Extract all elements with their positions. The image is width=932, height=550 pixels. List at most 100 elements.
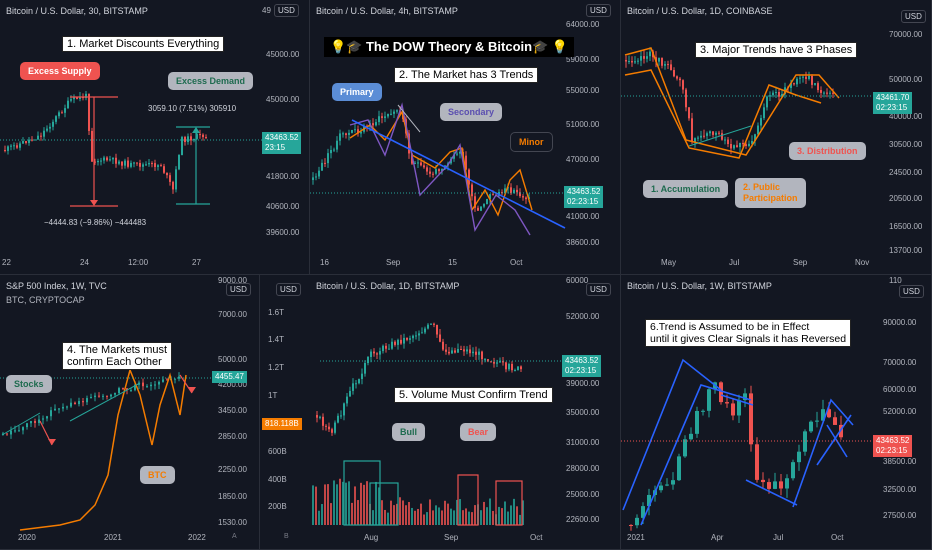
chart-6-canvas[interactable] <box>621 275 932 550</box>
currency-badge[interactable]: USD <box>226 283 251 296</box>
candle-body <box>199 134 201 136</box>
candle-body <box>493 361 495 364</box>
candle-body <box>124 160 126 166</box>
currency-badge-left[interactable]: USD <box>276 283 301 296</box>
candle-body <box>148 163 150 165</box>
panel-1[interactable]: Bitcoin / U.S. Dollar, 30, BITSTAMP USD … <box>0 0 310 275</box>
candle-body <box>7 146 9 151</box>
candle-body <box>513 189 515 194</box>
y-tick: 4200.00 <box>218 380 247 389</box>
candle-body <box>82 401 84 403</box>
candle-body <box>733 145 735 149</box>
y-tick: 50000.00 <box>889 75 923 84</box>
price-label: 43463.52 23:15 <box>262 132 302 154</box>
x-tick: May <box>661 258 677 267</box>
candle-body <box>10 430 12 435</box>
candle-body <box>103 157 105 161</box>
candle-body <box>796 78 798 85</box>
y-tick: 20500.00 <box>889 194 923 203</box>
currency-badge[interactable]: USD <box>899 285 924 298</box>
candle-body <box>737 400 741 416</box>
chart-3-canvas[interactable] <box>621 0 932 275</box>
panel-4[interactable]: S&P 500 Index, 1W, TVC BTC, CRYPTOCAP US… <box>0 275 260 550</box>
candle-body <box>22 427 24 431</box>
currency-badge[interactable]: USD <box>586 4 611 17</box>
y-tick: 52000.00 <box>883 407 917 416</box>
volume-bar <box>420 503 422 525</box>
bear-box <box>457 474 479 526</box>
measure-up-note: 3059.10 (7.51%) 305910 <box>148 104 237 113</box>
y-tick: 7000.00 <box>218 310 247 319</box>
candle-body <box>670 64 672 71</box>
candle-body <box>70 99 72 101</box>
y-tick: 39000.00 <box>566 379 600 388</box>
candle-body <box>397 339 399 345</box>
candle-body <box>730 143 732 149</box>
candle-body <box>19 143 21 148</box>
panel-title: S&P 500 Index, 1W, TVC <box>6 281 107 291</box>
y-tick: 64000.00 <box>566 20 600 29</box>
chart-2-canvas[interactable] <box>310 0 621 275</box>
candle-body <box>832 92 834 94</box>
candle-body <box>649 51 651 57</box>
candle-body <box>357 129 359 134</box>
x-tick: Sep <box>444 533 459 542</box>
candle-body <box>322 416 324 426</box>
volume-bar <box>345 482 347 525</box>
currency-badge[interactable]: USD <box>901 10 926 23</box>
volume-bar <box>513 498 515 525</box>
candle-body <box>510 187 512 194</box>
candle-body <box>118 161 120 164</box>
volume-bar <box>450 508 452 525</box>
volume-bar <box>498 506 500 525</box>
currency-badge[interactable]: USD <box>274 4 299 17</box>
panel-3[interactable]: Bitcoin / U.S. Dollar, 1D, COINBASE USD … <box>621 0 932 275</box>
candle-body <box>496 362 498 364</box>
candle-body <box>424 328 426 333</box>
candle-body <box>478 351 480 355</box>
candle-body <box>30 421 32 424</box>
candle-body <box>97 160 99 163</box>
candle-body <box>321 162 323 171</box>
x-tick: 16 <box>320 258 329 267</box>
heading-box: 1. Market Discounts Everything <box>62 36 225 52</box>
candle-body <box>791 462 795 479</box>
candle-body <box>790 83 792 88</box>
y-tick: 45000.00 <box>266 95 300 104</box>
candle-body <box>743 393 747 401</box>
x-tick: 22 <box>2 258 11 267</box>
chart-1-canvas[interactable] <box>0 0 310 275</box>
candle-body <box>418 333 420 336</box>
candle-body <box>664 64 666 66</box>
candle-body <box>826 92 828 94</box>
chart-4-canvas[interactable] <box>0 275 260 550</box>
x-tick: 2021 <box>627 533 645 542</box>
candle-body <box>376 353 378 355</box>
candle-body <box>414 162 416 164</box>
chart-5-canvas[interactable] <box>260 275 621 550</box>
candle-body <box>797 451 801 463</box>
candle-body <box>196 134 198 139</box>
volume-bar <box>465 508 467 525</box>
volume-bar <box>504 501 506 525</box>
candle-body <box>94 395 96 398</box>
y-tick: 47000.00 <box>566 155 600 164</box>
candle-body <box>477 207 479 211</box>
volume-bar <box>492 510 494 525</box>
candle-body <box>508 363 510 370</box>
candle-body <box>463 349 465 352</box>
candle-body <box>88 93 90 131</box>
panel-6[interactable]: Bitcoin / U.S. Dollar, 1W, BITSTAMP USD … <box>621 275 932 550</box>
candle-body <box>67 100 69 109</box>
candle-body <box>676 76 678 79</box>
candle-body <box>370 351 372 358</box>
candle-body <box>468 169 470 185</box>
candle-body <box>635 517 639 526</box>
candle-body <box>193 138 195 141</box>
candle-body <box>110 394 112 397</box>
volume-bar <box>384 509 386 525</box>
candle-body <box>769 95 771 97</box>
currency-badge[interactable]: USD <box>586 283 611 296</box>
panel-2[interactable]: Bitcoin / U.S. Dollar, 4h, BITSTAMP USD … <box>310 0 621 275</box>
panel-5[interactable]: Bitcoin / U.S. Dollar, 1D, BITSTAMP USD … <box>260 275 621 550</box>
